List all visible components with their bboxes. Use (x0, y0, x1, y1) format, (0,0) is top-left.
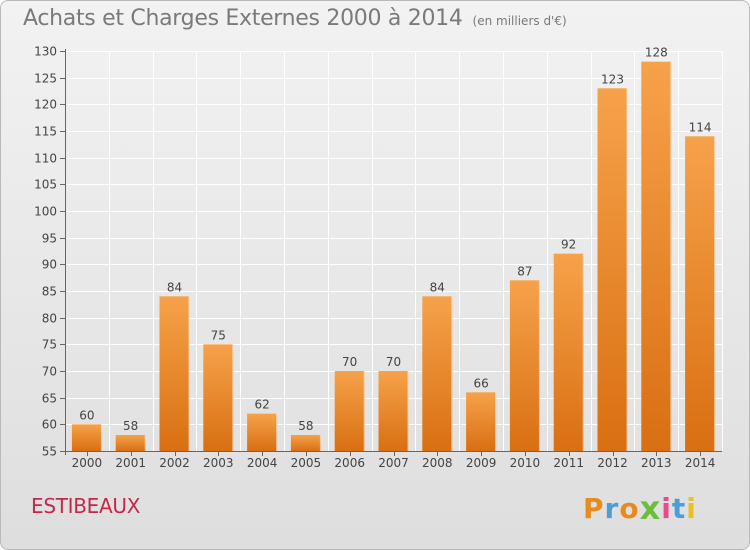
bars (71, 61, 716, 452)
bar (115, 435, 146, 451)
commune-name: ESTIBEAUX (31, 494, 141, 518)
bar-value-label: 66 (473, 376, 488, 390)
chart-subtitle: (en milliers d'€) (472, 14, 567, 28)
bar (466, 392, 497, 451)
y-tick-label: 130 (34, 45, 57, 59)
bar (597, 88, 628, 451)
x-tick-label: 2010 (510, 456, 541, 470)
logo-letter: o (619, 492, 640, 525)
x-tick-label: 2006 (334, 456, 365, 470)
bar (71, 424, 102, 451)
logo-letter: t (671, 492, 687, 525)
x-tick-label: 2008 (422, 456, 453, 470)
bar (553, 253, 584, 451)
logo-letter: i (686, 492, 697, 525)
x-tick-label: 2009 (466, 456, 497, 470)
bar-value-label: 75 (211, 328, 226, 342)
bar-value-label: 128 (645, 46, 668, 60)
y-tick-label: 60 (42, 418, 57, 432)
chart-title-text: Achats et Charges Externes 2000 à 2014 (23, 6, 463, 31)
x-tick-label: 2001 (115, 456, 146, 470)
value-labels: 60 58 84 75 62 58 70 70 84 66 87 92 123 128 114 (79, 46, 711, 433)
bar-value-label: 84 (167, 280, 182, 294)
x-tick-label: 2013 (641, 456, 672, 470)
y-tick-label: 115 (34, 125, 57, 139)
bar-value-label: 87 (517, 264, 532, 278)
bar (378, 371, 409, 451)
bar (334, 371, 365, 451)
axes: 55 60 65 70 75 80 85 90 95 100 105 110 115 120 125 130 2… (34, 45, 722, 470)
x-tick-label: 2007 (378, 456, 409, 470)
x-tick-label: 2014 (685, 456, 716, 470)
y-tick-label: 65 (42, 392, 57, 406)
y-tick-label: 85 (42, 285, 57, 299)
bar (159, 296, 190, 451)
bar (685, 136, 716, 452)
bar (509, 280, 540, 451)
y-tick-label: 120 (34, 98, 57, 112)
y-tick-label: 75 (42, 338, 57, 352)
x-tick-label: 2011 (553, 456, 584, 470)
bar (203, 344, 234, 451)
bar-value-label: 70 (386, 355, 401, 369)
bar (290, 435, 321, 451)
y-tick-label: 105 (34, 178, 57, 192)
y-tick-label: 95 (42, 232, 57, 246)
bar-value-label: 123 (601, 72, 624, 86)
x-tick-label: 2003 (203, 456, 234, 470)
y-tick-label: 70 (42, 365, 57, 379)
x-tick-label: 2002 (159, 456, 190, 470)
x-tick-label: 2012 (597, 456, 628, 470)
chart-title: Achats et Charges Externes 2000 à 2014 (e… (23, 6, 567, 31)
bar-value-label: 70 (342, 355, 357, 369)
logo-letter: i (661, 492, 672, 525)
logo-letter: x (639, 489, 662, 527)
y-tick-label: 125 (34, 72, 57, 86)
logo-letter: P (583, 492, 605, 525)
y-tick-label: 55 (42, 445, 57, 459)
bar (641, 61, 672, 452)
bar (422, 296, 453, 451)
x-tick-label: 2005 (291, 456, 322, 470)
y-tick-label: 90 (42, 258, 57, 272)
bar-value-label: 58 (298, 419, 313, 433)
bar-value-label: 58 (123, 419, 138, 433)
proxiti-logo: Proxiti (583, 488, 697, 527)
bar (247, 413, 278, 451)
x-tick-label: 2000 (72, 456, 103, 470)
y-tick-label: 100 (34, 205, 57, 219)
logo-letter: r (604, 492, 620, 525)
y-tick-label: 110 (34, 152, 57, 166)
bar-value-label: 114 (689, 120, 712, 134)
bar-value-label: 84 (430, 280, 445, 294)
bar-value-label: 92 (561, 238, 576, 252)
y-tick-label: 80 (42, 312, 57, 326)
bar-value-label: 62 (254, 398, 269, 412)
x-tick-label: 2004 (247, 456, 278, 470)
bar-value-label: 60 (79, 408, 94, 422)
